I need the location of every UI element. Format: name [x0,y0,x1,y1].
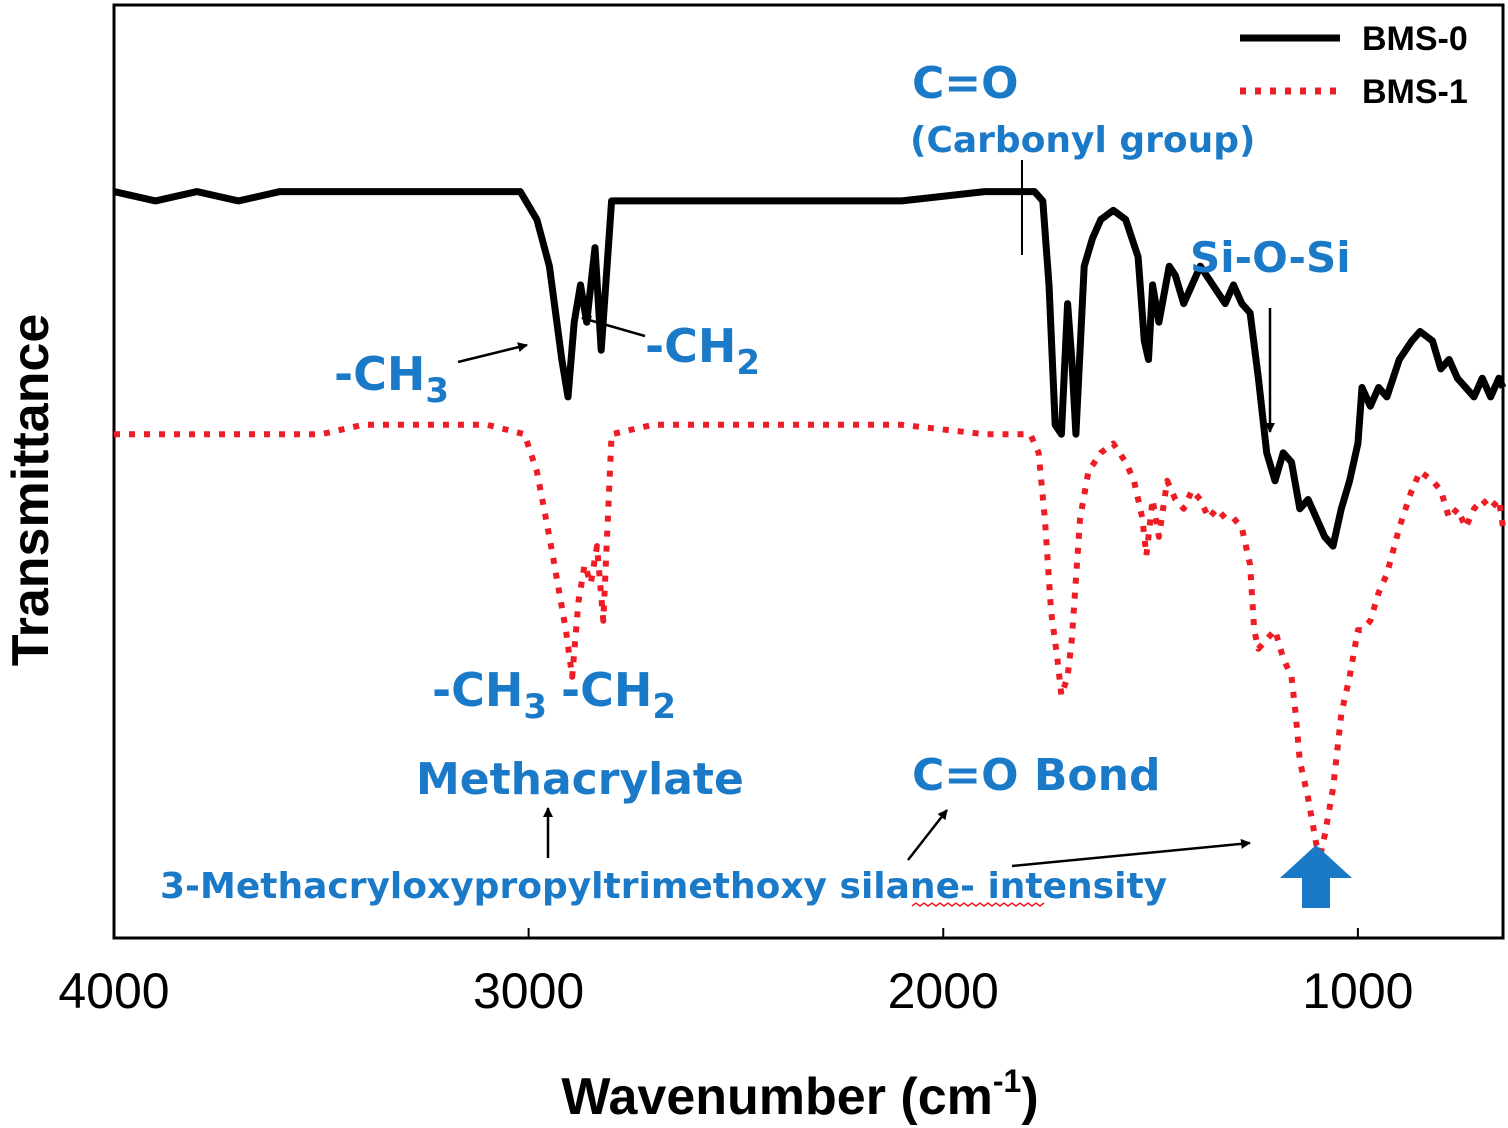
annotation-co-bond-arrow [907,809,948,861]
x-tick-label-1000: 1000 [1302,963,1413,1019]
x-tick-label-3000: 3000 [473,963,584,1019]
annotation-ch3-top: -CH3 [334,347,449,411]
annotation-ch3-ch2-bottom: -CH3 -CH2 [432,663,676,727]
legend-label-bms-0: BMS-0 [1362,20,1468,58]
intensity-up-arrow-icon [1280,845,1352,908]
x-axis-title: Wavenumber (cm-1) [561,1063,1038,1126]
annotation-co-top: C=O [912,58,1019,109]
annotation-ch2-arrow [581,315,646,338]
annotations: C=O (Carbonyl group) Si-O-Si -CH3 -CH2 -… [160,58,1352,908]
plot-frame [112,3,1505,940]
y-axis-title: Transmittance [2,314,60,667]
legend-label-bms-1: BMS-1 [1362,73,1468,111]
spellcheck-underline [911,902,1045,907]
series-group [113,188,1507,857]
x-axis-title-sup: -1 [993,1063,1021,1099]
x-ticks: 4000 3000 2000 1000 [58,928,1413,1019]
series-line-bms-1 [114,421,1506,857]
annotation-silane-arrow [1011,838,1251,868]
annotation-co-bond: C=O Bond [912,750,1160,801]
annotation-ch3-arrow [457,342,528,364]
annotation-carbonyl: (Carbonyl group) [910,120,1256,161]
x-tick-label-4000: 4000 [58,963,169,1019]
annotation-ch2-top: -CH2 [645,319,760,383]
annotation-silane-line: 3-Methacryloxypropyltrimethoxy silane- i… [160,866,1167,907]
annotation-sio: Si-O-Si [1190,233,1351,282]
annotation-methacrylate: Methacrylate [416,754,744,805]
x-tick-label-2000: 2000 [888,963,999,1019]
series-line-bms-0 [113,188,1507,550]
legend: BMS-0 BMS-1 [1240,20,1468,111]
